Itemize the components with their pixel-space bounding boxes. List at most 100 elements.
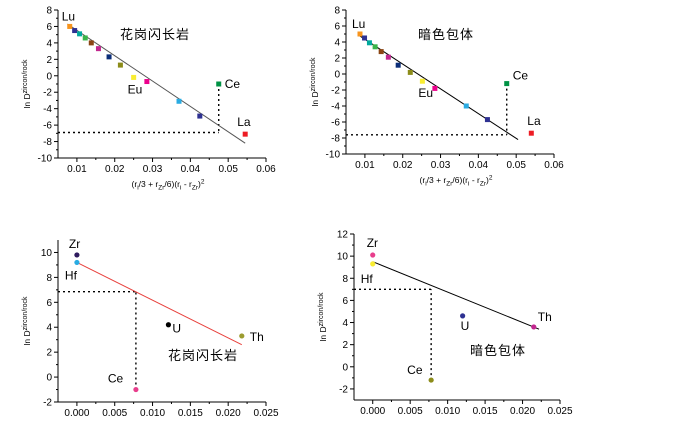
data-point (239, 333, 245, 339)
x-tick-label: 0.000 (64, 408, 89, 419)
x-tick-label: 0.010 (140, 408, 165, 419)
y-tick-label: 6 (46, 22, 52, 33)
x-axis-label-part: Zr (480, 181, 487, 188)
y-tick-label: -8 (43, 137, 52, 148)
x-tick-label: 0.020 (216, 408, 241, 419)
data-point (385, 54, 391, 60)
point-label: Hf (361, 272, 374, 286)
x-tick-label: 0.015 (178, 408, 203, 419)
data-point (372, 44, 378, 50)
x-axis-label-part: ) (486, 175, 489, 185)
x-tick-label: 0.020 (510, 406, 535, 417)
x-axis-label-part: /6)(r (164, 179, 180, 189)
y-tick-label: 2 (46, 348, 52, 359)
point-label: Th (538, 310, 552, 324)
x-axis-label: (ri/3 + rZr/6)(ri - rZr)2 (132, 179, 205, 192)
x-tick-label: 0.01 (355, 160, 375, 171)
data-point (216, 81, 222, 87)
y-tick-label: 0 (334, 70, 340, 81)
data-point (357, 31, 363, 37)
y-axis-label: ln Dzircon/rock (22, 296, 32, 345)
data-point (370, 261, 376, 267)
point-label: Eu (128, 82, 143, 96)
y-tick-label: 2 (46, 55, 52, 66)
point-label: U (172, 322, 181, 336)
y-tick-label: 8 (342, 274, 348, 285)
y-tick-label: 4 (46, 38, 52, 49)
x-tick-label: 0.03 (143, 164, 163, 175)
x-tick-label: 0.05 (218, 164, 238, 175)
y-tick-label: 12 (337, 230, 349, 241)
point-label: Ce (513, 69, 529, 83)
y-axis-label-sup: zircon/rock (22, 296, 29, 330)
point-label: Ce (108, 372, 124, 386)
y-tick-label: -2 (339, 384, 348, 395)
y-axis-label-main: ln D (318, 326, 328, 341)
data-point (74, 252, 80, 258)
x-axis-label-part: - r (469, 175, 480, 185)
data-point (504, 81, 510, 87)
x-tick-label: 0.01 (67, 164, 87, 175)
panel-title: 花岗闪长岩 (120, 27, 190, 43)
point-label: Lu (352, 17, 365, 31)
fit-line (372, 261, 540, 330)
point-label: La (527, 114, 541, 128)
data-point (407, 69, 413, 75)
y-tick-label: -6 (331, 118, 340, 129)
x-axis-label-part: i (425, 181, 426, 188)
x-axis-label-part: i (468, 181, 469, 188)
data-point (133, 386, 139, 393)
x-axis-label-part: (r (420, 175, 426, 185)
point-label: Zr (367, 236, 378, 250)
x-axis-label-part: Zr (158, 185, 165, 192)
x-axis-label-part: i (180, 185, 181, 192)
point-label: La (237, 115, 251, 129)
data-point (77, 31, 83, 37)
fit-line (358, 35, 519, 141)
y-tick-label: 8 (334, 6, 340, 17)
y-tick-label: 6 (342, 296, 348, 307)
data-point (74, 259, 80, 266)
x-axis-label-part: /3 + r (427, 175, 447, 185)
x-axis-label-part: /3 + r (139, 179, 159, 189)
data-point (419, 78, 425, 84)
x-axis-label-part: ) (198, 179, 201, 189)
y-tick-label: 0 (46, 71, 52, 82)
y-tick-label: 6 (334, 22, 340, 33)
point-label: Lu (62, 9, 75, 23)
panel-granodiorite-ree: -10 -8 -6 -4 -2 0 2 4 6 8 0.01 0.02 0.03 0.04 0.05 0.06… (22, 6, 276, 192)
point-label: Th (250, 330, 264, 344)
y-tick-label: -2 (331, 86, 340, 97)
x-axis-label-part: Zr (192, 185, 199, 192)
data-point (395, 62, 401, 68)
y-axis-label-main: ln D (22, 330, 32, 345)
data-point (378, 49, 384, 55)
point-label: Hf (65, 268, 78, 282)
data-point (528, 130, 534, 136)
x-axis-label-part: Zr (446, 181, 453, 188)
fit-line (67, 23, 246, 144)
x-axis-label-part: i (137, 185, 138, 192)
data-point (484, 117, 490, 123)
x-tick-label: 0.04 (469, 160, 489, 171)
x-tick-label: 0.03 (431, 160, 451, 171)
y-tick-label: 8 (46, 6, 52, 17)
data-point (82, 35, 88, 41)
y-tick-label: -10 (326, 150, 341, 161)
x-axis-label-part: 2 (489, 175, 493, 182)
x-tick-label: 0.005 (398, 406, 423, 417)
point-label: U (461, 319, 470, 333)
panel-title: 暗色包体 (470, 343, 526, 359)
y-tick-label: -8 (331, 134, 340, 145)
data-point (432, 85, 438, 91)
y-tick-label: 4 (342, 318, 348, 329)
data-point (144, 79, 150, 85)
point-label: Eu (418, 86, 433, 100)
x-tick-label: 0.010 (435, 406, 460, 417)
y-tick-label: -4 (331, 102, 340, 113)
x-axis-label-part: - r (181, 179, 192, 189)
panel-title: 花岗闪长岩 (168, 348, 238, 364)
data-point (366, 40, 372, 46)
x-axis-label-part: (r (132, 179, 138, 189)
